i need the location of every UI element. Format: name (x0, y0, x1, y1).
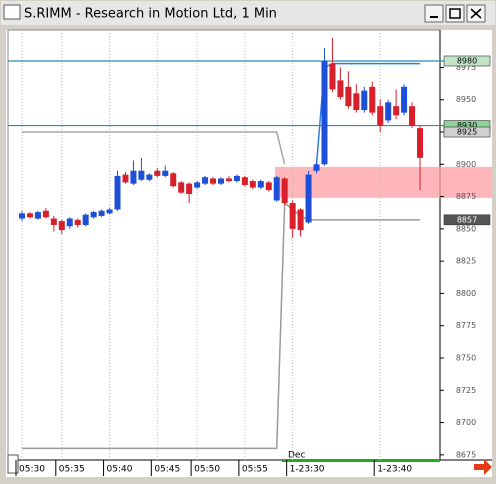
price-tag-label: 8857 (457, 215, 477, 224)
candle-body (26, 213, 33, 218)
x-tick-label: 05:50 (194, 465, 220, 475)
candle-body (409, 106, 416, 126)
candle-body (241, 177, 248, 185)
candle-body (98, 210, 105, 216)
candle-body (329, 63, 336, 90)
y-tick-label: 8900 (456, 160, 476, 169)
candle-body (50, 218, 57, 225)
price-tag (443, 214, 491, 226)
maximize-icon (449, 8, 461, 19)
x-tick-label: 05:35 (59, 465, 85, 475)
y-tick-label: 8800 (456, 289, 476, 298)
candle-body (289, 203, 296, 229)
candle-body (385, 102, 392, 121)
price-tag-label: 8930 (457, 121, 477, 130)
candle-body (321, 60, 328, 165)
candle-body (313, 164, 320, 171)
session-bar (282, 459, 440, 462)
y-tick-label: 8825 (456, 257, 476, 266)
y-tick-label: 8775 (456, 321, 476, 330)
x-tick-label: 05:55 (242, 465, 268, 475)
y-tick-label: 8875 (456, 192, 476, 201)
candle-body (186, 183, 193, 194)
candle-body (353, 93, 360, 111)
price-tag-label: 8925 (457, 128, 477, 137)
minimize-button[interactable] (424, 4, 444, 23)
candle-body (345, 86, 352, 107)
candle-body (273, 177, 280, 201)
maximize-button[interactable] (445, 4, 465, 23)
candle-body (42, 210, 49, 218)
candle-body (369, 86, 376, 113)
y-tick-label: 8975 (456, 63, 476, 72)
y-tick-label: 8750 (456, 353, 476, 362)
x-tick-label: 05:30 (19, 465, 45, 475)
candle-body (114, 175, 121, 210)
candle-body (225, 178, 232, 182)
candle-body (393, 106, 400, 116)
candle-body (337, 80, 344, 98)
candle-body (194, 182, 201, 188)
candle-body (218, 178, 224, 184)
candle-body (66, 218, 73, 227)
x-tick-label: 1-23:40 (377, 465, 412, 475)
candle-body (154, 170, 161, 176)
candle-body (170, 173, 177, 187)
candle-body (82, 214, 89, 225)
scroll-right-arrow[interactable] (474, 459, 492, 475)
price-tag (443, 126, 491, 138)
y-tick-label: 8700 (456, 418, 476, 427)
candle-body (233, 175, 240, 182)
overlay-line (22, 201, 420, 450)
price-tag (443, 55, 491, 67)
overlay-line (22, 131, 286, 165)
candle-body (361, 90, 368, 111)
candle-body (74, 219, 81, 225)
candle-body (202, 177, 209, 184)
y-tick-label: 8725 (456, 386, 476, 395)
title-bar (1, 1, 495, 25)
candle-body (377, 106, 384, 126)
candle-body (19, 213, 25, 219)
candle-body (130, 170, 137, 184)
x-tick-label: 1-23:30 (290, 465, 325, 475)
y-tick-label: 8675 (456, 450, 476, 459)
candle-body (34, 212, 41, 219)
candle-body (122, 174, 129, 183)
candle-body (281, 178, 288, 204)
candle-body (90, 212, 97, 218)
window-title: S.RIMM - Research in Motion Ltd, 1 Min (24, 7, 277, 22)
x-tick-label: 05:45 (154, 465, 180, 475)
candle-body (210, 178, 217, 184)
y-tick-label: 8950 (456, 95, 476, 104)
candle-body (162, 170, 169, 176)
candle-body (417, 128, 423, 158)
candle-body (265, 182, 272, 191)
candle-body (106, 209, 113, 214)
candle-body (58, 221, 65, 231)
scroll-handle[interactable] (7, 454, 19, 474)
candle-body (178, 182, 185, 193)
x-tick-label: 05:40 (107, 465, 133, 475)
candle-body (138, 170, 145, 180)
candle-body (297, 209, 304, 231)
candle-body (257, 181, 264, 188)
y-tick-label: 8850 (456, 224, 476, 233)
plot-area (7, 29, 441, 461)
date-label: Dec (288, 451, 305, 461)
close-icon (470, 8, 482, 19)
candle-body (249, 181, 256, 188)
candle-body (305, 174, 312, 223)
price-tag-label: 8980 (457, 56, 477, 65)
candle-body (401, 86, 408, 113)
candle-body (146, 174, 153, 180)
app-icon (3, 4, 21, 20)
